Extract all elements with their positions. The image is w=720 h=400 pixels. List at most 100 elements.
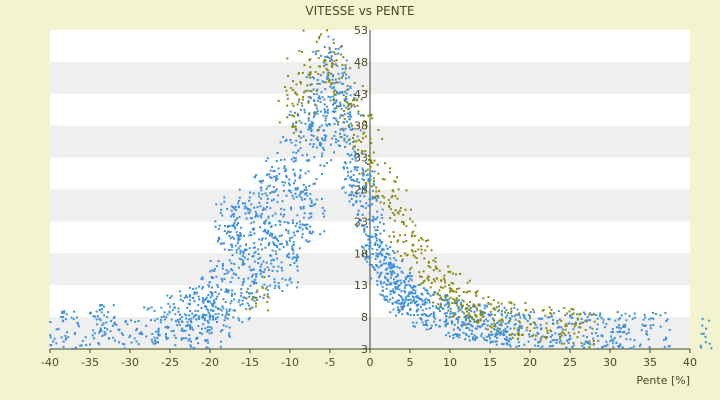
data-point xyxy=(230,243,233,246)
data-point xyxy=(95,310,98,313)
data-point xyxy=(461,321,464,324)
data-point xyxy=(493,313,496,316)
data-point xyxy=(200,277,203,280)
data-point xyxy=(319,141,322,144)
data-point xyxy=(98,343,101,346)
data-point xyxy=(465,326,468,329)
data-point xyxy=(326,111,329,114)
data-point xyxy=(402,240,405,243)
data-point xyxy=(363,228,366,231)
data-point xyxy=(278,172,281,175)
data-point xyxy=(452,312,455,315)
data-point xyxy=(195,318,198,321)
data-point xyxy=(310,205,313,208)
data-point xyxy=(305,159,308,162)
data-point xyxy=(382,262,385,265)
data-point xyxy=(328,51,331,54)
data-point xyxy=(286,284,289,287)
data-point xyxy=(440,296,443,299)
data-point xyxy=(494,340,497,343)
data-point xyxy=(556,326,559,329)
data-point xyxy=(223,273,226,276)
data-point xyxy=(508,301,511,304)
data-point xyxy=(510,301,513,304)
data-point xyxy=(113,315,116,318)
data-point xyxy=(223,229,226,232)
data-point xyxy=(350,104,353,107)
data-point xyxy=(101,334,104,337)
data-point xyxy=(414,301,417,304)
data-point xyxy=(446,299,449,302)
data-point xyxy=(218,224,221,227)
data-point xyxy=(330,72,333,75)
data-point xyxy=(391,302,394,305)
data-point xyxy=(346,166,349,169)
data-point xyxy=(568,314,571,317)
data-point xyxy=(169,297,172,300)
data-point xyxy=(449,310,452,313)
data-point xyxy=(257,253,260,256)
data-point xyxy=(464,332,467,335)
data-point xyxy=(432,314,435,317)
data-point xyxy=(329,96,332,99)
data-point xyxy=(492,307,495,310)
data-point xyxy=(335,100,338,103)
data-point xyxy=(539,323,542,326)
data-point xyxy=(215,265,218,268)
data-point xyxy=(300,121,303,124)
data-point xyxy=(377,253,380,256)
data-point xyxy=(545,322,548,325)
data-point xyxy=(88,312,91,315)
data-point xyxy=(210,293,213,296)
data-point xyxy=(365,184,368,187)
data-point xyxy=(353,150,356,153)
data-point xyxy=(218,237,221,240)
data-point xyxy=(342,166,345,169)
data-point xyxy=(704,335,707,338)
data-point xyxy=(592,342,595,345)
data-point xyxy=(110,320,113,323)
data-point xyxy=(333,82,336,85)
data-point xyxy=(404,276,407,279)
data-point xyxy=(266,295,269,298)
data-point xyxy=(100,308,103,311)
data-point xyxy=(334,117,337,120)
x-tick-label: 40 xyxy=(683,356,697,369)
data-point xyxy=(407,294,410,297)
data-point xyxy=(234,205,237,208)
data-point xyxy=(230,262,233,265)
data-point xyxy=(500,302,503,305)
data-point xyxy=(405,240,408,243)
data-point xyxy=(583,346,586,349)
data-point xyxy=(416,309,419,312)
data-point xyxy=(152,342,155,345)
data-point xyxy=(390,241,393,244)
data-point xyxy=(361,84,364,87)
data-point xyxy=(298,98,301,101)
data-point xyxy=(179,298,182,301)
data-point xyxy=(306,84,309,87)
data-point xyxy=(339,132,342,135)
data-point xyxy=(370,277,373,280)
data-point xyxy=(279,213,282,216)
data-point xyxy=(300,191,303,194)
data-point xyxy=(610,339,613,342)
data-point xyxy=(549,335,552,338)
data-point xyxy=(265,205,268,208)
data-point xyxy=(464,318,467,321)
data-point xyxy=(558,337,561,340)
data-point xyxy=(437,303,440,306)
data-point xyxy=(361,187,364,190)
data-point xyxy=(390,196,393,199)
data-point xyxy=(274,224,277,227)
data-point xyxy=(220,203,223,206)
data-point xyxy=(269,176,272,179)
data-point xyxy=(371,219,374,222)
data-point xyxy=(330,64,333,67)
data-point xyxy=(208,332,211,335)
y-tick-label: 43 xyxy=(354,88,368,101)
data-point xyxy=(466,314,469,317)
data-point xyxy=(259,295,262,298)
data-point xyxy=(294,125,297,128)
data-point xyxy=(439,319,442,322)
